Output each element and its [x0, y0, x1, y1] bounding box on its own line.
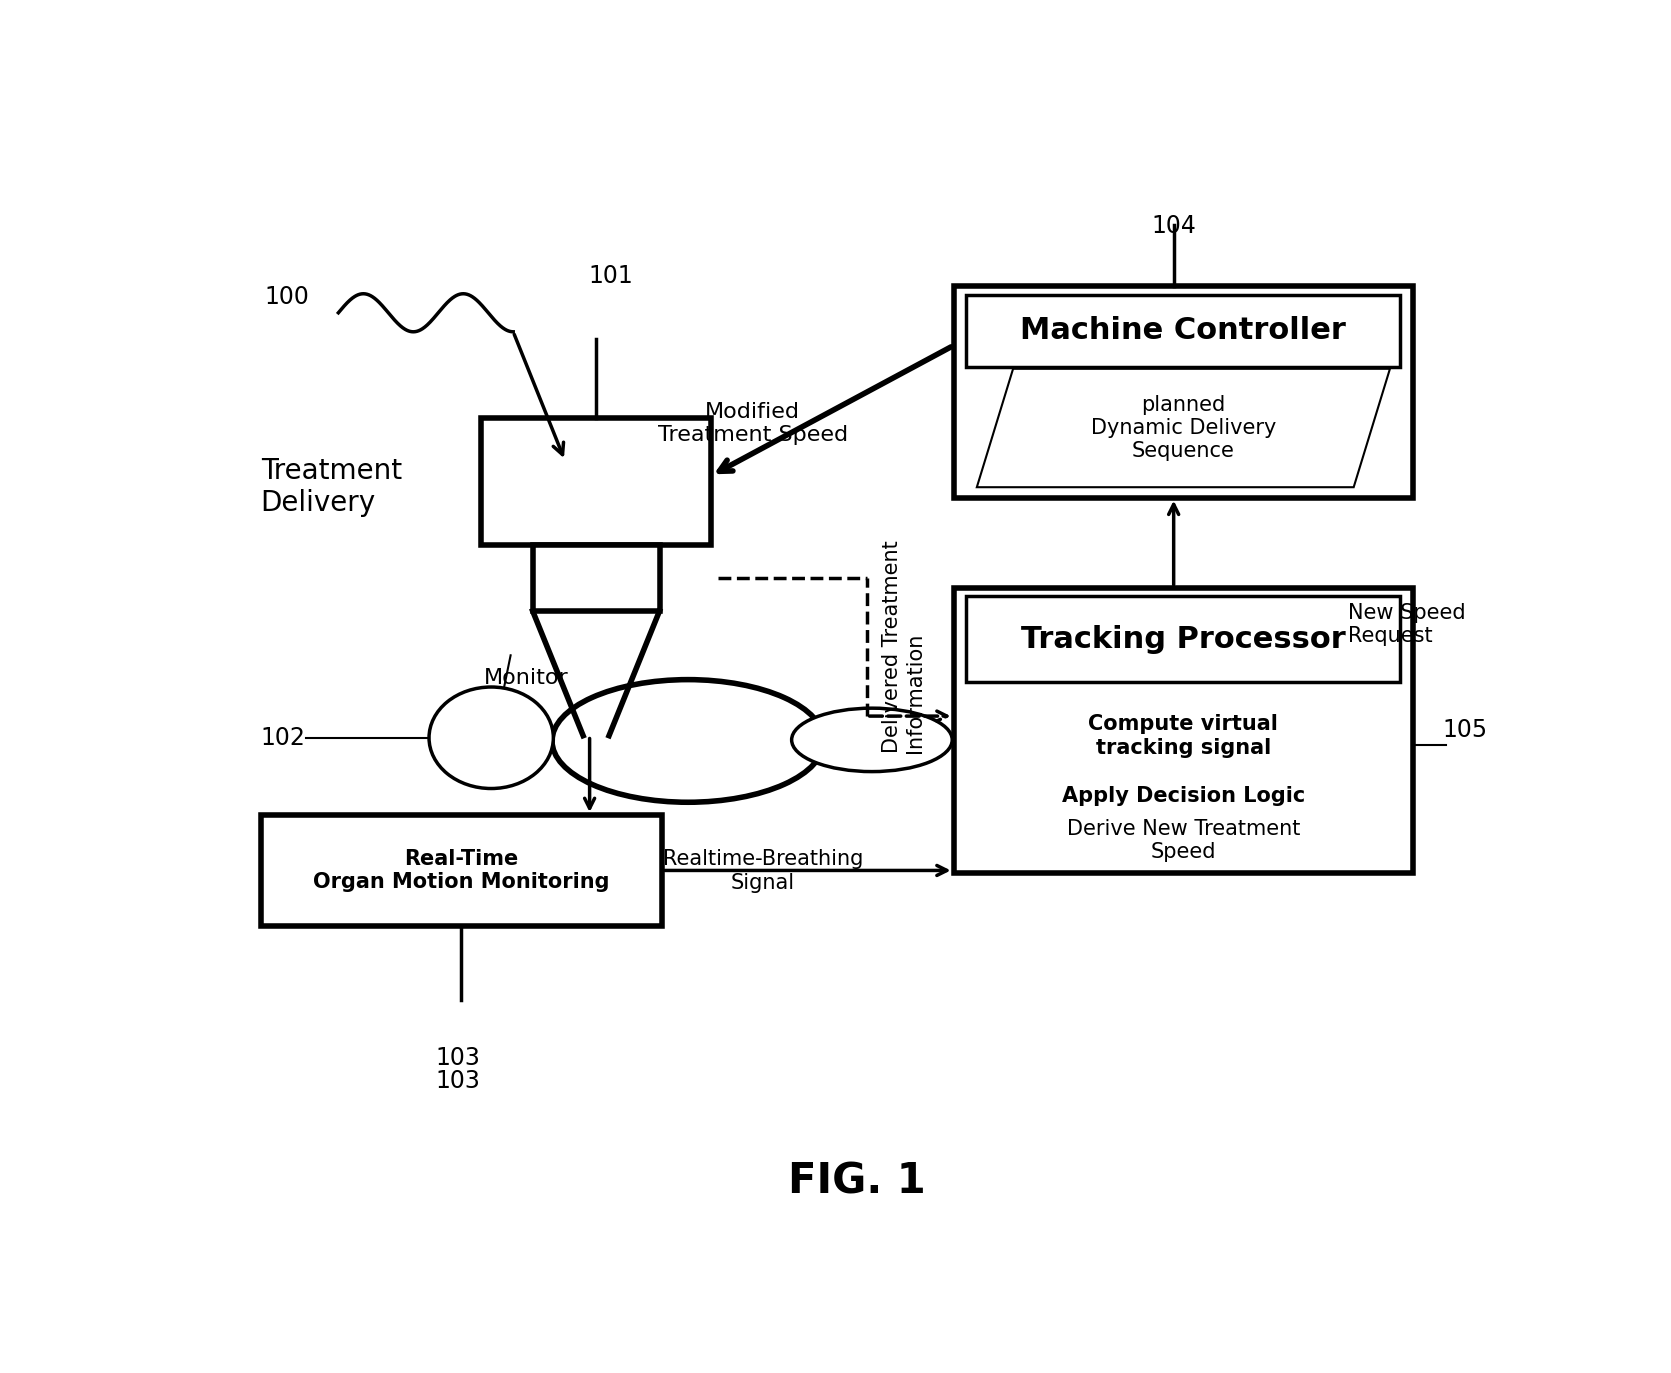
Text: 103: 103 [434, 1046, 480, 1070]
Text: FIG. 1: FIG. 1 [787, 1160, 926, 1203]
Polygon shape [978, 369, 1390, 487]
Text: Derive New Treatment
Speed: Derive New Treatment Speed [1066, 818, 1300, 862]
Text: Monitor: Monitor [485, 667, 568, 688]
Bar [966, 596, 1400, 682]
Text: 102: 102 [261, 726, 306, 750]
Bar [261, 816, 662, 925]
Text: 105: 105 [1442, 718, 1487, 743]
Text: Apply Decision Logic: Apply Decision Logic [1061, 785, 1305, 806]
Ellipse shape [551, 680, 824, 802]
Bar [533, 545, 660, 611]
Text: Machine Controller: Machine Controller [1021, 316, 1347, 345]
Text: Treatment
Delivery: Treatment Delivery [261, 457, 401, 518]
Bar [481, 419, 712, 545]
Bar [954, 588, 1414, 873]
Text: Tracking Processor: Tracking Processor [1021, 625, 1345, 654]
Text: 100: 100 [264, 286, 309, 309]
Bar [954, 287, 1414, 498]
Text: planned
Dynamic Delivery
Sequence: planned Dynamic Delivery Sequence [1091, 395, 1277, 461]
Text: Delivered Treatment
Information: Delivered Treatment Information [882, 541, 926, 754]
Circle shape [429, 686, 553, 788]
Text: Realtime-Breathing
Signal: Realtime-Breathing Signal [663, 850, 864, 892]
Ellipse shape [792, 708, 952, 772]
Text: Compute virtual
tracking signal: Compute virtual tracking signal [1088, 714, 1278, 758]
Text: 103: 103 [434, 1068, 480, 1093]
Text: 101: 101 [588, 264, 633, 288]
Text: New Speed
Request: New Speed Request [1348, 603, 1465, 647]
Text: 104: 104 [1151, 214, 1196, 238]
Text: Modified
Treatment Speed: Modified Treatment Speed [658, 402, 847, 445]
Bar [966, 295, 1400, 367]
Text: Real-Time
Organ Motion Monitoring: Real-Time Organ Motion Monitoring [312, 849, 610, 892]
